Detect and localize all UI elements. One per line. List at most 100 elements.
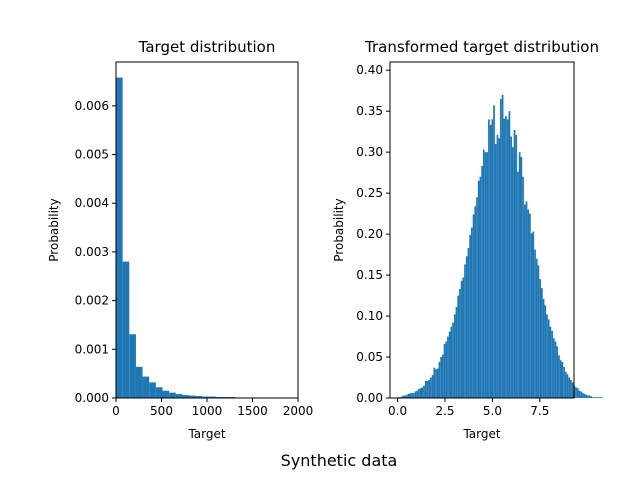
- right-histogram-bar: [597, 397, 600, 398]
- right-y-tick-label: 0.35: [356, 104, 383, 118]
- right-axes-frame: [389, 61, 575, 399]
- right-histogram-bar: [501, 94, 504, 398]
- right-histogram-bar: [406, 394, 408, 398]
- right-histogram-bar: [436, 368, 439, 398]
- right-histogram-bar: [583, 393, 586, 398]
- right-histogram-bar: [515, 134, 518, 398]
- right-histogram-bar: [511, 147, 514, 398]
- right-histogram-bar: [522, 176, 524, 398]
- right-histogram-bar: [581, 393, 584, 398]
- right-y-tick-label: 0.00: [356, 391, 383, 405]
- right-y-tick-label: 0.10: [356, 309, 383, 323]
- right-histogram-bar: [558, 355, 560, 398]
- right-histogram-bar: [431, 375, 434, 398]
- right-histogram-bar: [401, 396, 403, 398]
- right-histogram-bar: [452, 322, 454, 398]
- right-histogram-bar: [494, 143, 497, 398]
- left-histogram-bar: [169, 392, 176, 398]
- right-histogram-bar: [544, 305, 547, 398]
- right-histogram-bar: [460, 280, 463, 398]
- right-histogram-bar: [554, 341, 557, 398]
- right-histogram-bar: [530, 233, 533, 398]
- right-histogram-bar: [421, 387, 424, 398]
- right-histogram-bar: [476, 197, 478, 398]
- right-histogram-bar: [464, 264, 466, 398]
- right-histogram-bar: [416, 390, 419, 398]
- right-histogram-bar: [479, 176, 482, 398]
- left-y-tick-label: 0.001: [75, 342, 109, 356]
- right-histogram-bar: [462, 277, 465, 398]
- right-histogram-bar: [580, 391, 582, 398]
- right-y-axis-label: Probability: [332, 198, 346, 261]
- right-histogram-bar: [566, 374, 569, 398]
- left-histogram-bar: [189, 395, 196, 398]
- right-histogram-bar: [407, 393, 410, 398]
- right-histogram-bar: [459, 289, 461, 398]
- right-histogram-bar: [469, 234, 471, 398]
- right-histogram-bar: [570, 379, 572, 398]
- right-histogram-bar: [409, 393, 412, 398]
- right-histogram-bar: [551, 330, 553, 398]
- right-histogram-bar: [532, 231, 535, 398]
- right-histogram-bar: [588, 395, 591, 398]
- right-histogram-bar: [540, 288, 543, 398]
- right-histogram-bar: [500, 98, 502, 398]
- left-histogram-bar: [135, 366, 143, 398]
- right-histogram-bar: [590, 396, 593, 398]
- right-histogram-bar: [428, 379, 431, 398]
- left-histogram-bar: [122, 261, 130, 398]
- right-histogram-bar: [426, 380, 429, 398]
- right-histogram-panel: 0.0 2.5 5.0 7.5 0.00 0.05 0.10 0.15 0.20 0.25 0.30…: [332, 38, 603, 441]
- right-histogram-bar: [496, 134, 499, 398]
- right-histogram-bar: [482, 149, 485, 398]
- right-histogram-bar: [552, 338, 555, 398]
- right-histogram-bar: [488, 119, 490, 399]
- right-histogram-bar: [423, 385, 425, 398]
- right-histogram-bar: [412, 393, 415, 398]
- right-histogram-bar: [563, 366, 565, 398]
- left-y-tick-label: 0.003: [75, 245, 109, 259]
- right-x-tick-label: 7.5: [530, 404, 549, 418]
- right-histogram-bar: [493, 105, 495, 399]
- right-histogram-bar: [441, 354, 444, 398]
- right-y-tick-label: 0.40: [356, 63, 383, 77]
- right-histogram-bar: [411, 393, 413, 398]
- right-histogram-bar: [457, 295, 460, 398]
- right-histogram-bar: [450, 326, 453, 398]
- right-histogram-bar: [520, 157, 523, 398]
- right-histogram-bar: [595, 397, 598, 398]
- right-histogram-bar: [471, 227, 473, 398]
- right-histogram-bar: [445, 341, 448, 398]
- right-histogram-bar: [546, 314, 548, 398]
- right-histogram-bar: [523, 204, 526, 398]
- right-histogram-bar: [448, 331, 451, 398]
- left-y-tick-label: 0.006: [75, 99, 109, 113]
- right-histogram-bar: [438, 361, 441, 398]
- right-histogram-bar: [587, 395, 589, 398]
- right-histogram-bar: [404, 395, 407, 398]
- right-histogram-bar: [402, 395, 405, 398]
- left-x-tick-label: 1000: [192, 404, 223, 418]
- right-histogram-bar: [599, 397, 601, 398]
- right-histogram-bar: [547, 319, 550, 398]
- left-axes-frame: [115, 61, 299, 399]
- right-histogram-bar: [559, 360, 562, 398]
- right-histogram-bar: [537, 265, 540, 398]
- right-histogram-bar: [481, 166, 483, 398]
- left-x-axis-label: Target: [187, 427, 225, 441]
- right-histogram-bar: [517, 171, 519, 398]
- right-y-tick-label: 0.25: [356, 186, 383, 200]
- left-histogram-bar: [175, 394, 183, 398]
- right-histogram-bar: [465, 256, 468, 398]
- right-histogram-bar: [575, 387, 577, 398]
- right-histogram-bar: [600, 397, 603, 398]
- left-y-tick-label: 0.000: [75, 391, 109, 405]
- right-histogram-bar: [564, 371, 567, 398]
- right-y-tick-label: 0.05: [356, 350, 383, 364]
- left-y-axis-label: Probability: [47, 198, 61, 261]
- right-histogram-bar: [440, 357, 442, 398]
- right-histogram-bar: [592, 397, 594, 398]
- left-histogram-bar: [155, 387, 163, 398]
- right-chart-title: Transformed target distribution: [364, 38, 599, 56]
- right-x-tick-label: 5.0: [483, 404, 502, 418]
